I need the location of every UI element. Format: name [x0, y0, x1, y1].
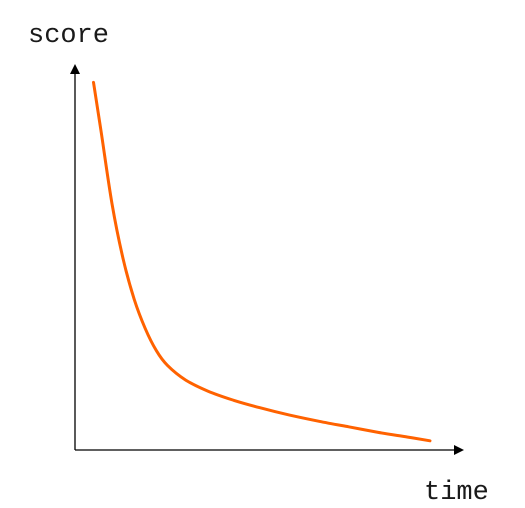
series-layer	[92, 80, 432, 443]
axes	[70, 64, 464, 455]
series-line-0	[92, 80, 432, 443]
x-axis-label: time	[424, 478, 489, 508]
y-axis-label: score	[28, 21, 109, 51]
